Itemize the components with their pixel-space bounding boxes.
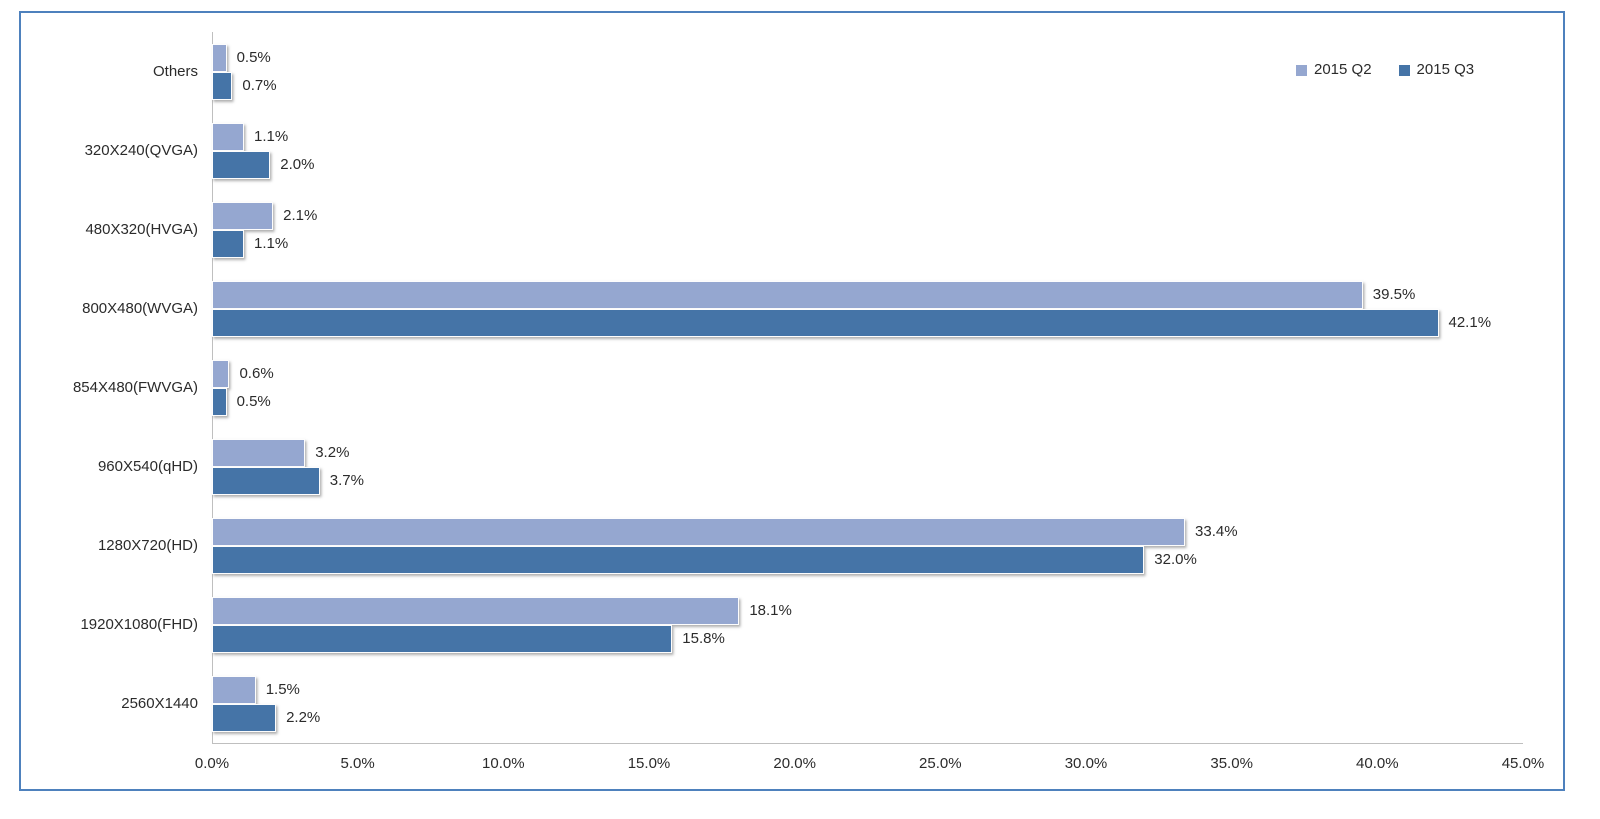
category-label: 320X240(QVGA) — [84, 141, 198, 159]
x-axis-line — [212, 743, 1523, 744]
x-axis-tick-label: 5.0% — [340, 755, 375, 772]
data-label: 42.1% — [1448, 313, 1492, 331]
data-label: 32.0% — [1154, 550, 1197, 568]
data-label: 2.2% — [286, 708, 321, 726]
category-label: 960X540(qHD) — [97, 457, 198, 475]
category-label: 1280X720(HD) — [97, 536, 198, 554]
data-label: 18.1% — [749, 601, 792, 619]
category-label: Others — [152, 62, 198, 80]
bar-q2 — [212, 359, 230, 388]
x-axis-tick-label: 15.0% — [627, 755, 671, 772]
x-axis-tick-label: 10.0% — [482, 755, 525, 772]
bar-q2 — [212, 596, 740, 625]
x-axis-tick-label: 35.0% — [1210, 755, 1253, 772]
data-label: 3.7% — [329, 471, 364, 489]
data-label: 2.0% — [280, 155, 315, 173]
x-axis-tick-label: 45.0% — [1501, 755, 1545, 772]
bar-q2 — [212, 201, 274, 230]
category-label: 854X480(FWVGA) — [72, 378, 198, 396]
bar-q2 — [212, 43, 227, 72]
bar-q3 — [212, 624, 673, 653]
chart-border-frame — [19, 11, 1565, 791]
bar-q2 — [212, 517, 1186, 546]
legend-label-2015-q3: 2015 Q3 — [1416, 61, 1475, 78]
data-label: 1.1% — [254, 234, 289, 252]
bar-q2 — [212, 122, 245, 151]
bar-q3 — [212, 71, 233, 100]
data-label: 15.8% — [682, 629, 725, 647]
bar-q3 — [212, 229, 245, 258]
data-label: 39.5% — [1372, 285, 1416, 303]
x-axis-tick-label: 20.0% — [773, 755, 816, 772]
data-label: 2.1% — [283, 206, 318, 224]
data-label: 0.5% — [236, 48, 271, 66]
category-label: 480X320(HVGA) — [85, 220, 198, 238]
data-label: 1.1% — [254, 127, 289, 145]
x-axis-tick-label: 40.0% — [1356, 755, 1399, 772]
bar-q2 — [212, 438, 306, 467]
bar-q3 — [212, 703, 277, 732]
data-label: 0.5% — [236, 392, 271, 410]
bar-q3 — [212, 387, 227, 416]
bar-q2 — [212, 280, 1363, 309]
legend: 2015 Q2 2015 Q3 — [1296, 60, 1474, 80]
x-axis-tick-label: 30.0% — [1064, 755, 1108, 772]
category-label: 2560X1440 — [121, 694, 198, 712]
legend-label-2015-q2: 2015 Q2 — [1314, 61, 1372, 78]
data-label: 0.6% — [239, 364, 274, 382]
legend-entry-2015-q3: 2015 Q3 — [1398, 60, 1475, 80]
data-label: 33.4% — [1195, 522, 1238, 540]
data-label: 0.7% — [242, 76, 277, 94]
x-axis-tick-label: 25.0% — [919, 755, 962, 772]
x-axis-tick-label: 0.0% — [194, 755, 230, 772]
category-label: 800X480(WVGA) — [82, 299, 198, 317]
data-label: 3.2% — [315, 443, 350, 461]
data-label: 1.5% — [265, 680, 300, 698]
bar-q3 — [212, 545, 1145, 574]
bar-q3 — [212, 150, 271, 179]
category-label: 1920X1080(FHD) — [80, 615, 198, 633]
legend-entry-2015-q2: 2015 Q2 — [1296, 60, 1372, 80]
bar-q3 — [212, 308, 1439, 337]
legend-swatch-q3-icon — [1398, 64, 1410, 76]
bar-q3 — [212, 466, 320, 495]
legend-swatch-q2-icon — [1296, 64, 1307, 76]
bar-q2 — [212, 675, 256, 704]
